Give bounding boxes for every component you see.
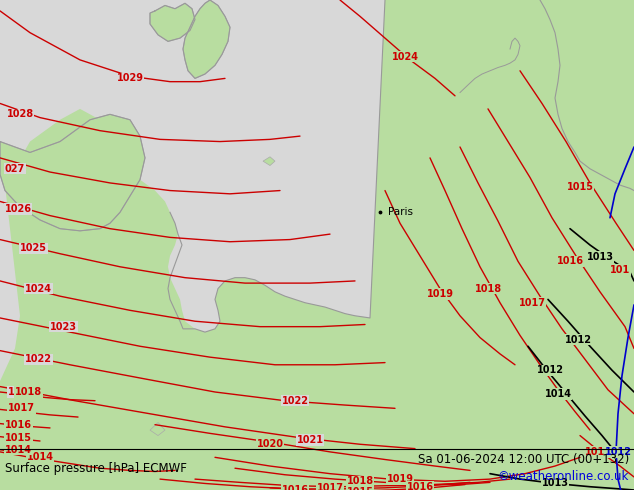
- Text: 1017: 1017: [8, 403, 35, 414]
- Text: 1017: 1017: [519, 298, 545, 308]
- Text: ©weatheronline.co.uk: ©weatheronline.co.uk: [498, 470, 629, 484]
- Text: 1016: 1016: [5, 419, 32, 430]
- Polygon shape: [0, 114, 145, 231]
- Text: 1029: 1029: [117, 74, 143, 83]
- Text: Surface pressure [hPa] ECMWF: Surface pressure [hPa] ECMWF: [5, 462, 187, 475]
- Polygon shape: [150, 422, 165, 436]
- Text: 1023: 1023: [50, 321, 77, 332]
- Text: 027: 027: [5, 164, 25, 174]
- Text: 1014: 1014: [545, 389, 571, 399]
- Text: 1016: 1016: [406, 482, 434, 490]
- Text: 1012: 1012: [604, 447, 631, 457]
- Text: 1015: 1015: [567, 182, 593, 192]
- Text: 1022: 1022: [281, 396, 309, 406]
- Text: 1026: 1026: [4, 204, 32, 214]
- Text: 1015: 1015: [347, 487, 373, 490]
- Polygon shape: [183, 0, 230, 78]
- Text: 1012: 1012: [536, 365, 564, 375]
- Text: 1014: 1014: [5, 445, 32, 455]
- Polygon shape: [263, 157, 275, 166]
- Text: 1018: 1018: [474, 284, 501, 294]
- Text: 1024: 1024: [25, 284, 52, 294]
- Text: 1014: 1014: [27, 452, 53, 463]
- Text: 1021: 1021: [297, 435, 323, 445]
- Text: 1018: 1018: [15, 387, 42, 397]
- Polygon shape: [150, 3, 195, 41]
- Text: Sa 01-06-2024 12:00 UTC (00+132): Sa 01-06-2024 12:00 UTC (00+132): [418, 453, 629, 466]
- Text: 1022: 1022: [25, 354, 52, 365]
- Text: 1024: 1024: [392, 51, 418, 62]
- Text: 1016: 1016: [281, 485, 309, 490]
- Text: Paris: Paris: [388, 206, 413, 217]
- Text: 1012: 1012: [564, 335, 592, 345]
- Text: 1025: 1025: [20, 243, 47, 253]
- Text: 1013: 1013: [586, 252, 614, 262]
- Text: 1019: 1019: [387, 474, 413, 484]
- Text: 1015: 1015: [5, 433, 32, 443]
- Text: 1020: 1020: [257, 439, 283, 449]
- Text: 1016: 1016: [557, 256, 583, 267]
- Text: 1017: 1017: [316, 483, 344, 490]
- Text: 1021: 1021: [8, 387, 35, 397]
- Text: 1013: 1013: [541, 478, 569, 489]
- Text: 101: 101: [610, 265, 630, 275]
- Text: 1019: 1019: [427, 289, 453, 299]
- Text: 1014: 1014: [585, 447, 612, 457]
- Text: 1018: 1018: [346, 476, 373, 486]
- Text: 1028: 1028: [6, 109, 34, 120]
